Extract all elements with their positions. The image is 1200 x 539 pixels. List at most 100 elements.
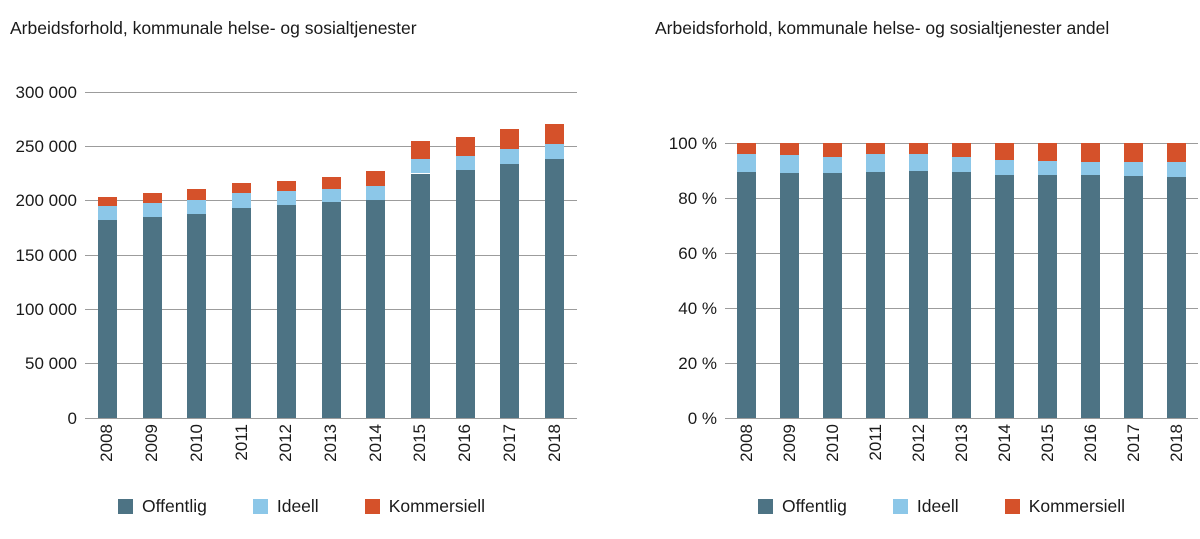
x-tick-label: 2013 — [951, 424, 971, 462]
gridline — [85, 91, 577, 93]
bar-2008-ideell — [737, 154, 756, 173]
legend-label: Ideell — [276, 496, 319, 516]
bar-2011-offentlig — [866, 172, 885, 418]
x-tick-label: 2013 — [321, 424, 340, 462]
bar-2018-ideell — [545, 144, 565, 160]
gridline — [85, 145, 577, 147]
bar-2008-offentlig — [97, 220, 117, 418]
bar-2013-offentlig — [321, 202, 341, 418]
bar-2015-ideell — [410, 159, 430, 174]
legend-item-offentlig: Offentlig — [118, 496, 207, 517]
bar-2012-kommersiell — [909, 143, 928, 155]
bar-2008-ideell — [97, 205, 117, 221]
bar-2011-ideell — [866, 154, 885, 173]
bar-2015-ideell — [1038, 161, 1057, 176]
x-tick-label: 2014 — [365, 424, 385, 462]
bar-2009-ideell — [142, 202, 162, 217]
kommersiell-swatch-icon — [1004, 499, 1020, 514]
y-tick-label: 100 000 — [15, 299, 77, 319]
bar-2009-offentlig — [780, 172, 799, 418]
y-tick-label: 0 — [67, 408, 77, 428]
bar-2011-offentlig — [232, 208, 252, 418]
bar-2013-ideell — [952, 156, 971, 173]
bar-2009-offentlig — [142, 216, 162, 418]
legend-label: Offentlig — [782, 496, 847, 516]
kommersiell-swatch-icon — [364, 499, 380, 514]
bar-2012-offentlig — [909, 170, 928, 418]
bar-2009-kommersiell — [142, 192, 162, 203]
y-tick-label: 250 000 — [15, 136, 77, 156]
bar-2014-kommersiell — [366, 171, 386, 186]
x-tick-label: 2008 — [97, 424, 117, 462]
x-tick-label: 2012 — [276, 424, 296, 462]
bar-2018-kommersiell — [1167, 143, 1186, 163]
bar-2017-kommersiell — [1124, 143, 1143, 162]
legend-item-ideell: Ideell — [892, 496, 959, 517]
right-chart-legend: Offentlig Ideell Kommersiell — [758, 496, 1125, 517]
x-tick-label: 2016 — [1080, 424, 1100, 462]
x-tick-label: 2014 — [994, 424, 1014, 462]
bar-2018-ideell — [1167, 162, 1186, 177]
y-tick-label: 50 000 — [25, 354, 77, 374]
x-tick-label: 2018 — [1166, 424, 1186, 462]
y-tick-label: 80 % — [678, 188, 717, 208]
bar-2010-ideell — [187, 200, 207, 214]
x-tick-label: 2011 — [865, 424, 885, 461]
y-tick-label: 100 % — [668, 133, 717, 153]
bar-2014-offentlig — [366, 199, 386, 418]
bar-2011-kommersiell — [866, 143, 885, 155]
legend-item-kommersiell: Kommersiell — [1004, 496, 1125, 517]
bar-2010-kommersiell — [823, 143, 842, 157]
bar-2010-ideell — [823, 156, 842, 173]
bar-2016-kommersiell — [1081, 143, 1100, 162]
bar-2015-offentlig — [1038, 175, 1057, 418]
x-tick-label: 2009 — [779, 424, 799, 462]
bar-2017-offentlig — [500, 163, 520, 418]
left-chart-legend: Offentlig Ideell Kommersiell — [118, 496, 485, 517]
bar-2017-ideell — [1124, 161, 1143, 176]
x-tick-label: 2008 — [736, 424, 756, 462]
bar-2017-kommersiell — [500, 128, 520, 150]
y-tick-label: 300 000 — [15, 82, 77, 102]
bar-2012-offentlig — [276, 205, 296, 418]
bar-2013-ideell — [321, 188, 341, 203]
y-tick-label: 20 % — [678, 353, 717, 373]
bar-2012-ideell — [276, 190, 296, 205]
legend-item-kommersiell: Kommersiell — [364, 496, 485, 517]
ideell-swatch-icon — [252, 499, 268, 514]
bar-2010-offentlig — [823, 172, 842, 418]
y-tick-label: 150 000 — [15, 245, 77, 265]
legend-label: Ideell — [916, 496, 959, 516]
bar-2011-ideell — [232, 193, 252, 209]
bar-2013-kommersiell — [321, 176, 341, 189]
legend-item-ideell: Ideell — [252, 496, 319, 517]
bar-2010-kommersiell — [187, 188, 207, 201]
bar-2013-kommersiell — [952, 143, 971, 157]
x-tick-label: 2012 — [908, 424, 928, 462]
x-tick-label: 2015 — [1037, 424, 1057, 462]
bar-2011-kommersiell — [232, 183, 252, 194]
bar-2009-ideell — [780, 155, 799, 173]
legend-label: Kommersiell — [1028, 496, 1125, 516]
legend-item-offentlig: Offentlig — [758, 496, 847, 517]
bar-2008-kommersiell — [737, 143, 756, 154]
bar-2009-kommersiell — [780, 143, 799, 156]
x-tick-label: 2017 — [499, 424, 519, 462]
y-tick-label: 40 % — [678, 298, 717, 318]
bar-2018-offentlig — [1167, 176, 1186, 418]
bar-2014-offentlig — [995, 174, 1014, 418]
x-tick-label: 2010 — [822, 424, 842, 462]
bar-2013-offentlig — [952, 172, 971, 418]
left-chart-title: Arbeidsforhold, kommunale helse- og sosi… — [10, 18, 417, 38]
bar-2016-ideell — [455, 156, 475, 171]
x-tick-label: 2015 — [410, 424, 430, 462]
gridline — [725, 417, 1198, 419]
bar-2016-offentlig — [455, 170, 475, 418]
offentlig-swatch-icon — [758, 499, 773, 514]
y-tick-label: 60 % — [678, 243, 717, 263]
bar-2016-ideell — [1081, 161, 1100, 176]
bar-2015-kommersiell — [410, 140, 430, 160]
bar-2016-offentlig — [1081, 175, 1100, 418]
x-tick-label: 2010 — [186, 424, 206, 462]
